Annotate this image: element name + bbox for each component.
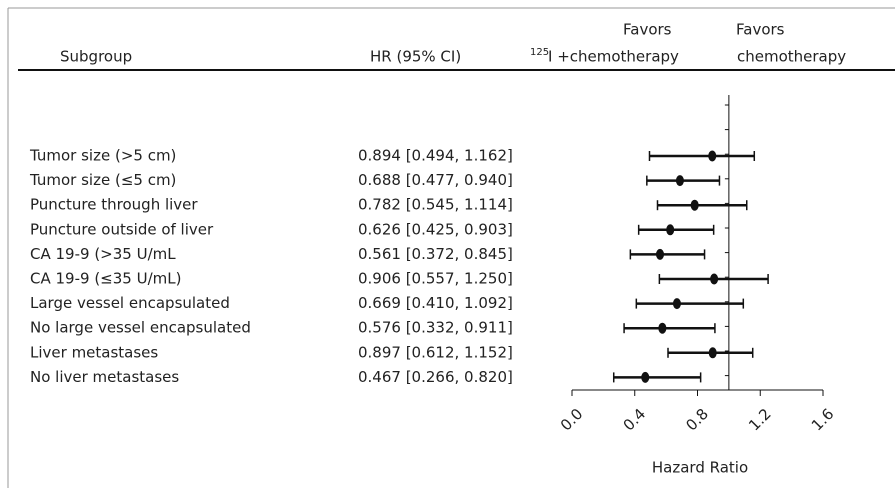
hr-point: [666, 224, 675, 236]
x-tick-label: 1.2: [745, 405, 775, 435]
header-favors-left-text: I +chemotherapy: [548, 48, 679, 66]
hr-point: [641, 371, 650, 383]
hr-point: [690, 199, 699, 211]
header-superscript: 125: [530, 47, 549, 58]
header-favors-left: Favors: [623, 21, 672, 39]
header-favors-right-text: chemotherapy: [737, 48, 846, 66]
subgroup-label: Tumor size (≤5 cm): [29, 171, 176, 189]
x-tick-label: 0.4: [620, 405, 650, 435]
hr-point: [675, 175, 684, 187]
subgroup-label: CA 19-9 (>35 U/mL: [30, 245, 176, 263]
hr-label: 0.626 [0.425, 0.903]: [358, 220, 513, 238]
x-tick-label: 0.0: [557, 405, 587, 435]
subgroup-label: No liver metastases: [30, 368, 179, 386]
hr-label: 0.688 [0.477, 0.940]: [358, 171, 513, 189]
subgroup-label: Puncture through liver: [30, 196, 198, 214]
x-axis-label: Hazard Ratio: [652, 459, 748, 477]
hr-label: 0.561 [0.372, 0.845]: [358, 245, 513, 263]
subgroup-label: Large vessel encapsulated: [30, 294, 230, 312]
subgroup-label: Puncture outside of liver: [30, 220, 214, 238]
header-hr: HR (95% CI): [370, 48, 461, 66]
subgroup-label: Tumor size (>5 cm): [29, 147, 176, 165]
hr-label: 0.782 [0.545, 1.114]: [358, 196, 513, 214]
x-tick-label: 0.8: [682, 405, 712, 435]
hr-point: [708, 150, 717, 162]
header-favors-right: Favors: [736, 21, 785, 39]
hr-label: 0.894 [0.494, 1.162]: [358, 147, 513, 165]
subgroup-label: Liver metastases: [30, 343, 158, 361]
hr-point: [658, 322, 667, 334]
subgroup-label: CA 19-9 (≤35 U/mL): [30, 270, 181, 288]
x-tick-label: 1.6: [808, 405, 838, 435]
hr-label: 0.906 [0.557, 1.250]: [358, 270, 513, 288]
hr-label: 0.669 [0.410, 1.092]: [358, 294, 513, 312]
header-subgroup: Subgroup: [60, 48, 132, 66]
hr-label: 0.897 [0.612, 1.152]: [358, 343, 513, 361]
subgroup-label: No large vessel encapsulated: [30, 319, 251, 337]
hr-point: [656, 248, 665, 260]
hr-point: [710, 273, 719, 285]
hr-label: 0.467 [0.266, 0.820]: [358, 368, 513, 386]
hr-label: 0.576 [0.332, 0.911]: [358, 319, 513, 337]
hr-point: [672, 298, 681, 310]
hr-point: [708, 347, 717, 359]
